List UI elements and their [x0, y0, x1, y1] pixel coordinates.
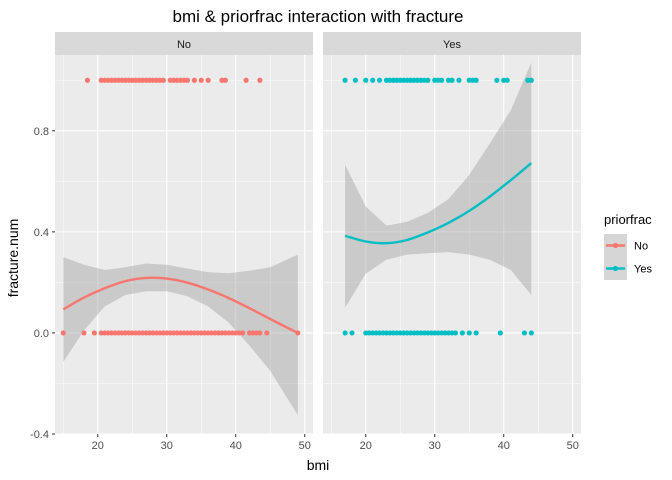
- legend-title: priorfrac: [604, 212, 652, 227]
- data-point: [198, 77, 204, 83]
- data-point: [425, 77, 431, 83]
- y-tick-label: 0.8: [34, 126, 49, 138]
- legend-label: Yes: [634, 264, 652, 276]
- data-point: [528, 77, 534, 83]
- data-point: [473, 77, 479, 83]
- data-point: [504, 77, 510, 83]
- data-point: [257, 77, 263, 83]
- x-tick-label: 40: [498, 440, 510, 452]
- data-point: [243, 77, 249, 83]
- data-point: [452, 330, 459, 336]
- smooth-line: [344, 162, 533, 245]
- x-tick-label: 40: [230, 440, 242, 452]
- legend: priorfrac No Yes: [604, 212, 652, 280]
- strip-background: [323, 32, 581, 55]
- data-point: [191, 77, 197, 83]
- data-point: [60, 330, 66, 336]
- data-point: [494, 77, 500, 83]
- y-axis: -0.4 0.0 0.4 0.8: [30, 126, 55, 441]
- data-point: [352, 77, 359, 83]
- data-point: [376, 77, 383, 83]
- x-tick-label: 50: [567, 440, 579, 452]
- facet-panel-no: No: [55, 32, 313, 435]
- data-point: [184, 77, 191, 83]
- data-point: [349, 330, 355, 336]
- data-point: [205, 77, 211, 83]
- data-point: [81, 330, 87, 336]
- data-point: [342, 330, 348, 336]
- confidence-band: [63, 254, 298, 416]
- x-tick-label: 30: [429, 440, 441, 452]
- data-point: [466, 330, 472, 336]
- chart-title: bmi & priorfrac interaction with fractur…: [173, 7, 464, 26]
- y-tick-label: 0.0: [34, 328, 49, 340]
- x-axis-title: bmi: [307, 457, 330, 473]
- data-point: [497, 330, 503, 336]
- data-point: [222, 77, 228, 83]
- data-point: [528, 330, 534, 336]
- data-point: [240, 330, 246, 336]
- data-point: [264, 330, 270, 336]
- data-point: [456, 77, 462, 83]
- x-tick-label: 20: [360, 440, 372, 452]
- data-point: [363, 77, 369, 83]
- y-tick-label: 0.4: [34, 227, 49, 239]
- x-axis: 20 30 40 50 20 30 40 50: [92, 434, 579, 452]
- legend-label: No: [634, 241, 648, 253]
- data-point: [84, 77, 91, 83]
- data-point: [439, 77, 445, 83]
- strip-label-yes: Yes: [443, 39, 461, 51]
- x-tick-label: 30: [161, 440, 173, 452]
- data-point: [160, 77, 166, 83]
- data-point: [459, 330, 465, 336]
- data-point: [521, 330, 528, 336]
- data-point: [449, 77, 455, 83]
- strip-label-no: No: [177, 39, 191, 51]
- legend-point: [612, 265, 619, 272]
- data-point: [91, 330, 97, 336]
- data-point: [473, 330, 479, 336]
- y-tick-label: -0.4: [30, 429, 49, 441]
- data-point: [370, 77, 376, 83]
- data-point: [257, 330, 263, 336]
- x-tick-label: 50: [299, 440, 311, 452]
- legend-point: [612, 242, 619, 249]
- strip-background: [55, 32, 313, 55]
- confidence-band: [345, 62, 532, 308]
- y-axis-title: fracture.num: [5, 219, 21, 298]
- smooth-line: [62, 276, 299, 334]
- x-tick-label: 20: [92, 440, 104, 452]
- data-point: [342, 77, 348, 83]
- facet-panel-yes: Yes: [323, 32, 581, 435]
